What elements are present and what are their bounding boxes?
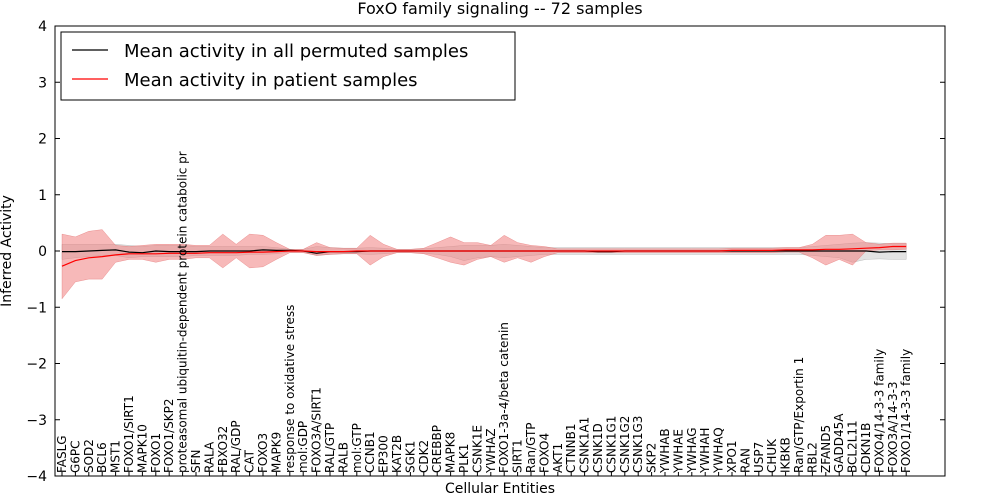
x-tick-label: G6PC — [68, 440, 82, 473]
y-tick-label: 0 — [38, 244, 47, 260]
x-tick-label: RBL2 — [805, 442, 819, 473]
y-tick-label: 4 — [38, 19, 47, 35]
x-tick-label: CSNK1G1 — [604, 416, 618, 473]
x-tick-label: YWHAQ — [712, 427, 726, 474]
x-tick-label: FOXO1/SKP2 — [162, 398, 176, 473]
x-tick-label: RAL/GTP — [323, 423, 337, 473]
x-tick-label: FOXO1-3a-4/beta catenin — [497, 322, 511, 473]
x-tick-label: YWHAH — [698, 428, 712, 474]
chart-title: FoxO family signaling -- 72 samples — [357, 0, 642, 18]
y-tick-label: −2 — [26, 357, 47, 373]
x-tick-label: FOXO1/SIRT1 — [122, 395, 136, 473]
x-tick-label: MAPK9 — [269, 432, 283, 473]
x-tick-label: CREBBP — [430, 425, 444, 473]
y-tick-label: 1 — [38, 188, 47, 204]
x-tick-label: mol:GTP — [350, 423, 364, 473]
x-tick-label: AKT1 — [551, 443, 565, 473]
x-tick-label: MAPK8 — [444, 432, 458, 473]
y-tick-label: −3 — [26, 413, 47, 429]
x-tick-label: SFN — [189, 450, 203, 474]
x-axis-ticks: FASLG G6PC SOD2 BCL6 MST1 FOXO1/SIRT1 MAPK10 FO… — [55, 151, 913, 476]
x-tick-label: MAPK10 — [135, 424, 149, 473]
legend-box — [60, 31, 516, 101]
x-tick-label: CDK2 — [417, 440, 431, 473]
x-tick-label: FASLG — [55, 435, 69, 473]
x-tick-label: CSNK1A1 — [578, 417, 592, 473]
x-tick-label: YWHAZ — [484, 428, 498, 474]
x-tick-label: IKBKB — [779, 437, 793, 473]
x-tick-label: SGK1 — [403, 441, 417, 473]
y-tick-label: −1 — [26, 300, 47, 316]
x-tick-label: RALA — [202, 441, 216, 473]
x-tick-label: FOXO4/14-3-3 family — [872, 349, 886, 473]
x-tick-label: YWHAE — [671, 429, 685, 474]
x-axis-label: Cellular Entities — [445, 481, 555, 497]
x-tick-label: mol:GDP — [296, 421, 310, 473]
x-tick-label: CCNB1 — [363, 431, 377, 473]
x-tick-label: CSNK1G3 — [631, 416, 645, 473]
x-tick-label: FOXO1/14-3-3 family — [899, 349, 913, 473]
x-tick-label: FOXO3A/SIRT1 — [310, 387, 324, 473]
x-tick-label: ZFAND5 — [819, 425, 833, 473]
x-tick-label: CDKN1B — [859, 423, 873, 473]
x-tick-label: PLK1 — [457, 444, 471, 473]
x-tick-label: EP300 — [377, 435, 391, 473]
x-tick-label: CSNK1G2 — [618, 416, 632, 473]
x-tick-label: RAL/GDP — [229, 420, 243, 473]
x-tick-label: FOXO3 — [256, 433, 270, 473]
y-axis-ticks: −4 −3 −2 −1 0 1 2 3 4 — [26, 19, 945, 485]
x-tick-label: CSNK1D — [591, 423, 605, 473]
x-tick-label: FOXO1 — [149, 433, 163, 473]
x-tick-label: proteasomal ubiquitin-dependent protein … — [176, 151, 190, 473]
x-tick-label: SKP2 — [645, 443, 659, 473]
y-tick-label: 2 — [38, 132, 47, 148]
y-axis-label: Inferred Activity — [0, 195, 15, 307]
y-tick-label: −4 — [26, 469, 47, 485]
x-tick-label: YWHAB — [658, 428, 672, 474]
x-tick-label: USP7 — [752, 442, 766, 473]
x-tick-label: response to oxidative stress — [283, 305, 297, 473]
x-tick-label: XPO1 — [725, 440, 739, 473]
series-lines — [61, 245, 907, 267]
x-tick-label: CHUK — [765, 438, 779, 473]
y-tick-label: 3 — [38, 75, 47, 91]
x-tick-label: YWHAG — [685, 427, 699, 474]
x-tick-label: CSNK1E — [470, 425, 484, 473]
x-tick-label: FOXO4 — [537, 433, 551, 473]
x-tick-label: MST1 — [109, 440, 123, 473]
x-tick-label: BCL6 — [95, 442, 109, 473]
x-tick-label: CAT — [243, 449, 257, 473]
x-tick-label: GADD45A — [832, 413, 846, 473]
x-tick-label: SOD2 — [82, 439, 96, 473]
x-tick-label: SIRT1 — [511, 439, 525, 473]
legend: Mean activity in all permuted samples Me… — [60, 31, 516, 101]
x-tick-label: BCL2L11 — [846, 420, 860, 473]
series-line-patient — [61, 245, 907, 267]
x-tick-label: Ran/GTP/Exportin 1 — [792, 357, 806, 473]
x-tick-label: KAT2B — [390, 435, 404, 473]
legend-label-permuted: Mean activity in all permuted samples — [124, 41, 468, 62]
legend-label-patient: Mean activity in patient samples — [124, 70, 418, 91]
band-patient — [61, 229, 907, 300]
confidence-bands — [61, 229, 907, 300]
x-tick-label: RAN — [738, 448, 752, 473]
x-tick-label: FOXO3A/14-3-3 — [886, 381, 900, 473]
x-tick-label: FBXO32 — [216, 426, 230, 473]
x-tick-label: Ran/GTP — [524, 422, 538, 473]
x-tick-label: RALB — [336, 442, 350, 473]
x-tick-label: CTNNB1 — [564, 423, 578, 473]
